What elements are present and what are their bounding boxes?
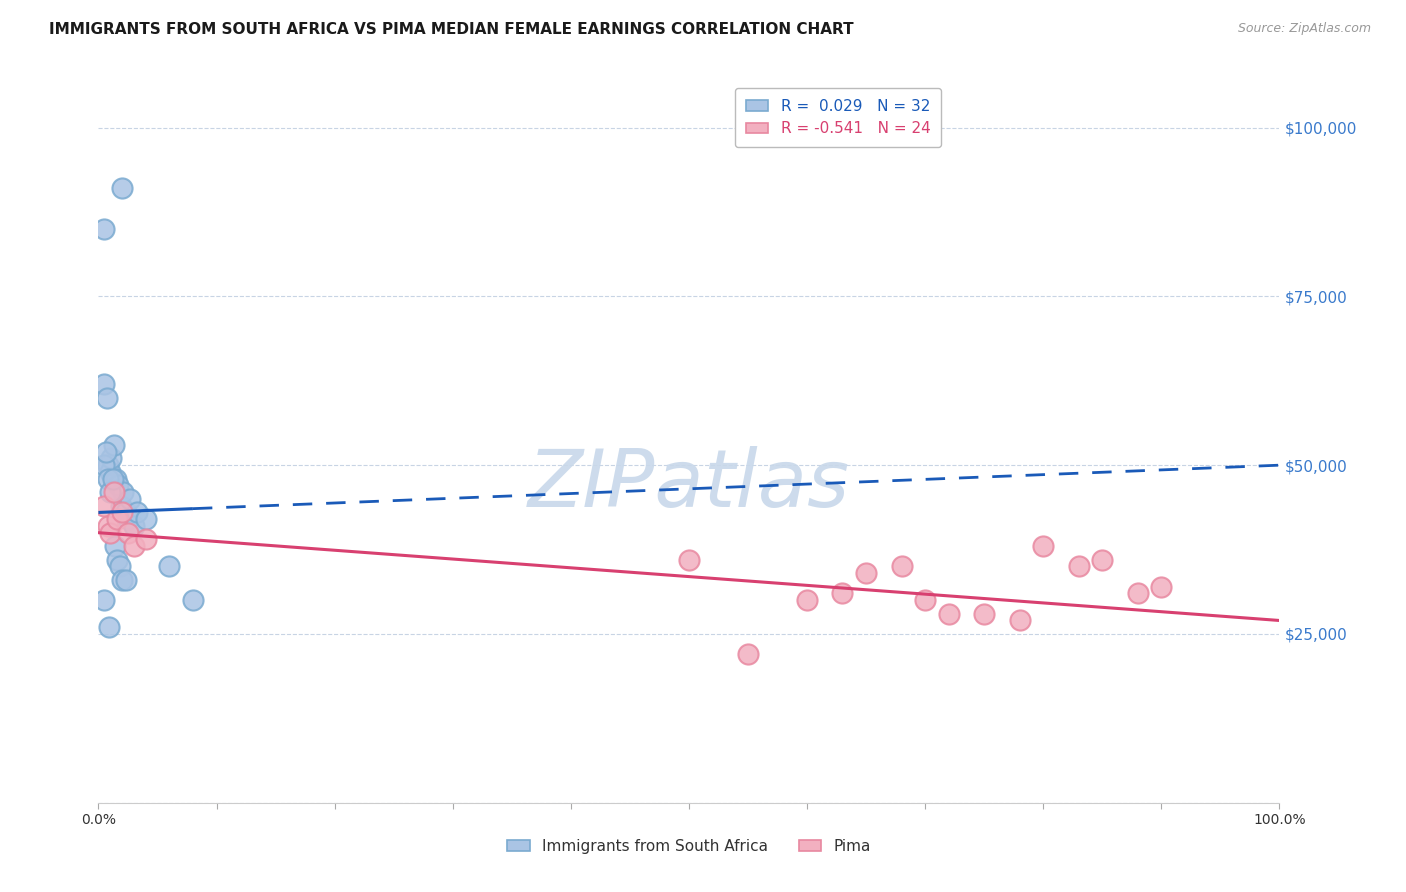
Point [117, 525, 139, 540]
Point [117, 512, 139, 526]
Point [122, 539, 145, 553]
Point [105, 512, 128, 526]
Point [127, 505, 149, 519]
Point [108, 559, 131, 574]
Point [1008, 614, 1031, 628]
Point [855, 566, 877, 581]
Point [1091, 552, 1114, 566]
Point [831, 586, 853, 600]
Point [93, 458, 115, 472]
Point [112, 485, 135, 500]
Point [120, 491, 142, 506]
Point [181, 593, 204, 607]
Point [93, 593, 115, 607]
Point [98, 525, 121, 540]
Point [678, 552, 700, 566]
Point [135, 512, 157, 526]
Point [1126, 586, 1149, 600]
Point [1067, 559, 1090, 574]
Point [111, 181, 134, 195]
Point [737, 647, 759, 661]
Point [914, 593, 936, 607]
Point [93, 377, 115, 392]
Point [1150, 580, 1173, 594]
Point [98, 465, 121, 479]
Point [93, 499, 115, 513]
Point [890, 559, 912, 574]
Point [100, 451, 122, 466]
Point [101, 472, 124, 486]
Point [97, 519, 120, 533]
Point [111, 505, 134, 519]
Point [103, 438, 125, 452]
Point [938, 607, 960, 621]
Point [1032, 539, 1054, 553]
Point [96, 391, 118, 405]
Point [122, 519, 145, 533]
Point [796, 593, 818, 607]
Point [135, 533, 157, 547]
Point [97, 458, 120, 472]
Point [104, 539, 127, 553]
Text: Source: ZipAtlas.com: Source: ZipAtlas.com [1237, 22, 1371, 36]
Text: ZIPatlas: ZIPatlas [527, 446, 851, 524]
Legend: Immigrants from South Africa, Pima: Immigrants from South Africa, Pima [501, 833, 877, 860]
Point [103, 485, 125, 500]
Point [98, 620, 121, 634]
Point [110, 499, 132, 513]
Point [111, 573, 134, 587]
Point [107, 478, 129, 492]
Point [157, 559, 180, 574]
Point [105, 552, 128, 566]
Point [94, 444, 117, 458]
Point [98, 485, 121, 500]
Point [114, 505, 136, 519]
Point [105, 472, 128, 486]
Point [114, 573, 136, 587]
Point [93, 222, 115, 236]
Text: IMMIGRANTS FROM SOUTH AFRICA VS PIMA MEDIAN FEMALE EARNINGS CORRELATION CHART: IMMIGRANTS FROM SOUTH AFRICA VS PIMA MED… [49, 22, 853, 37]
Point [973, 607, 995, 621]
Point [97, 472, 120, 486]
